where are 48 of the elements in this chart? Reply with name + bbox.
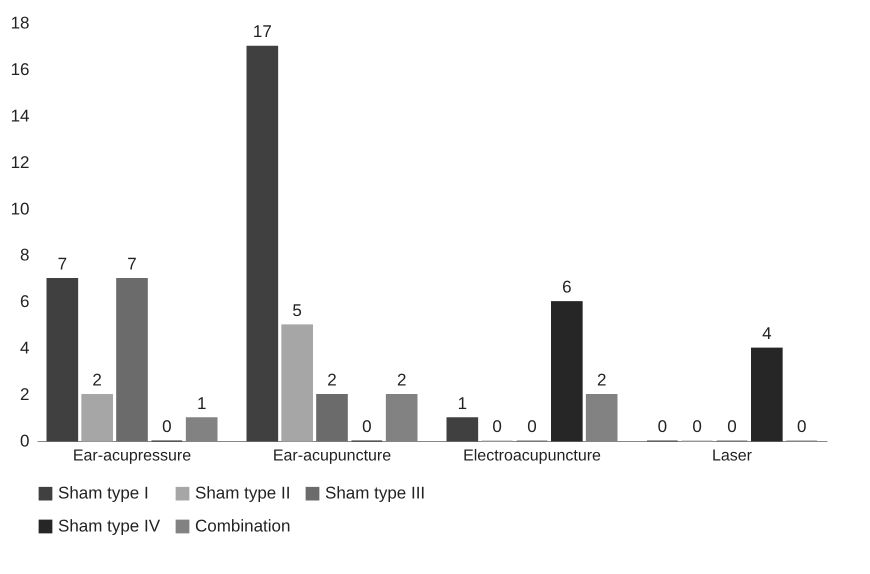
data-label: 0 xyxy=(692,417,702,436)
data-label: 5 xyxy=(292,300,302,320)
data-label: 0 xyxy=(492,417,502,436)
data-label: 0 xyxy=(527,417,537,436)
x-tick-label: Ear-acupuncture xyxy=(272,448,392,464)
data-label: 2 xyxy=(327,370,337,390)
data-label: 0 xyxy=(796,417,806,436)
y-tick-label: 2 xyxy=(20,385,30,404)
data-label: 2 xyxy=(92,370,102,390)
y-tick-label: 12 xyxy=(10,152,30,172)
data-label: 6 xyxy=(562,278,572,297)
y-tick-label: 8 xyxy=(20,246,30,265)
bar xyxy=(551,301,583,442)
bar xyxy=(46,278,78,442)
data-label: 0 xyxy=(362,417,372,436)
data-label: 0 xyxy=(658,417,668,436)
legend-label: Sham type IV xyxy=(58,516,161,536)
bar xyxy=(81,394,113,442)
y-tick-label: 6 xyxy=(20,292,30,312)
bar xyxy=(751,348,783,442)
y-tick-label: 0 xyxy=(20,432,30,450)
legend-label: Sham type I xyxy=(58,484,149,503)
bar xyxy=(246,46,278,442)
y-tick-label: 14 xyxy=(10,106,30,126)
data-label: 4 xyxy=(762,324,772,344)
data-label: 2 xyxy=(596,370,606,390)
data-label: 0 xyxy=(162,417,172,436)
bar xyxy=(446,417,478,442)
legend-label: Sham type II xyxy=(195,484,290,503)
data-label: 17 xyxy=(252,22,272,42)
y-tick-label: 16 xyxy=(10,60,30,79)
y-tick-label: 10 xyxy=(10,199,30,218)
data-label: 1 xyxy=(458,394,468,413)
x-tick-label: Electroacupuncture xyxy=(463,448,602,464)
y-tick-label: 18 xyxy=(10,14,30,32)
data-label: 1 xyxy=(196,394,206,413)
x-tick-label: Ear-acupressure xyxy=(72,448,192,464)
bar xyxy=(281,324,313,442)
data-label: 7 xyxy=(127,254,137,274)
x-tick-label: Laser xyxy=(712,448,753,464)
data-label: 0 xyxy=(727,417,737,436)
bar xyxy=(116,278,148,442)
legend-label: Combination xyxy=(195,516,290,536)
data-label: 7 xyxy=(58,254,68,274)
bar xyxy=(316,394,348,442)
legend-label: Sham type III xyxy=(325,484,426,503)
data-label: 2 xyxy=(396,370,406,390)
y-tick-label: 4 xyxy=(20,338,30,358)
